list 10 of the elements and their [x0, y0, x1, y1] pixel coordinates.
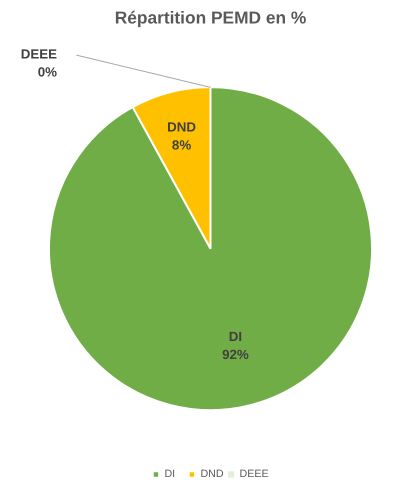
chart-title: Répartition PEMD en %	[114, 8, 306, 28]
slice-label: DND	[167, 120, 196, 135]
data-label: 92%	[222, 346, 249, 362]
legend-label: DI	[164, 468, 176, 480]
data-label: 8%	[172, 138, 192, 153]
legend-label: DEEE	[240, 468, 269, 480]
text: 0%	[38, 64, 58, 80]
category-label: DEEE	[20, 46, 58, 62]
legend-label: DND	[200, 468, 224, 480]
slice-label: DI	[228, 328, 242, 344]
